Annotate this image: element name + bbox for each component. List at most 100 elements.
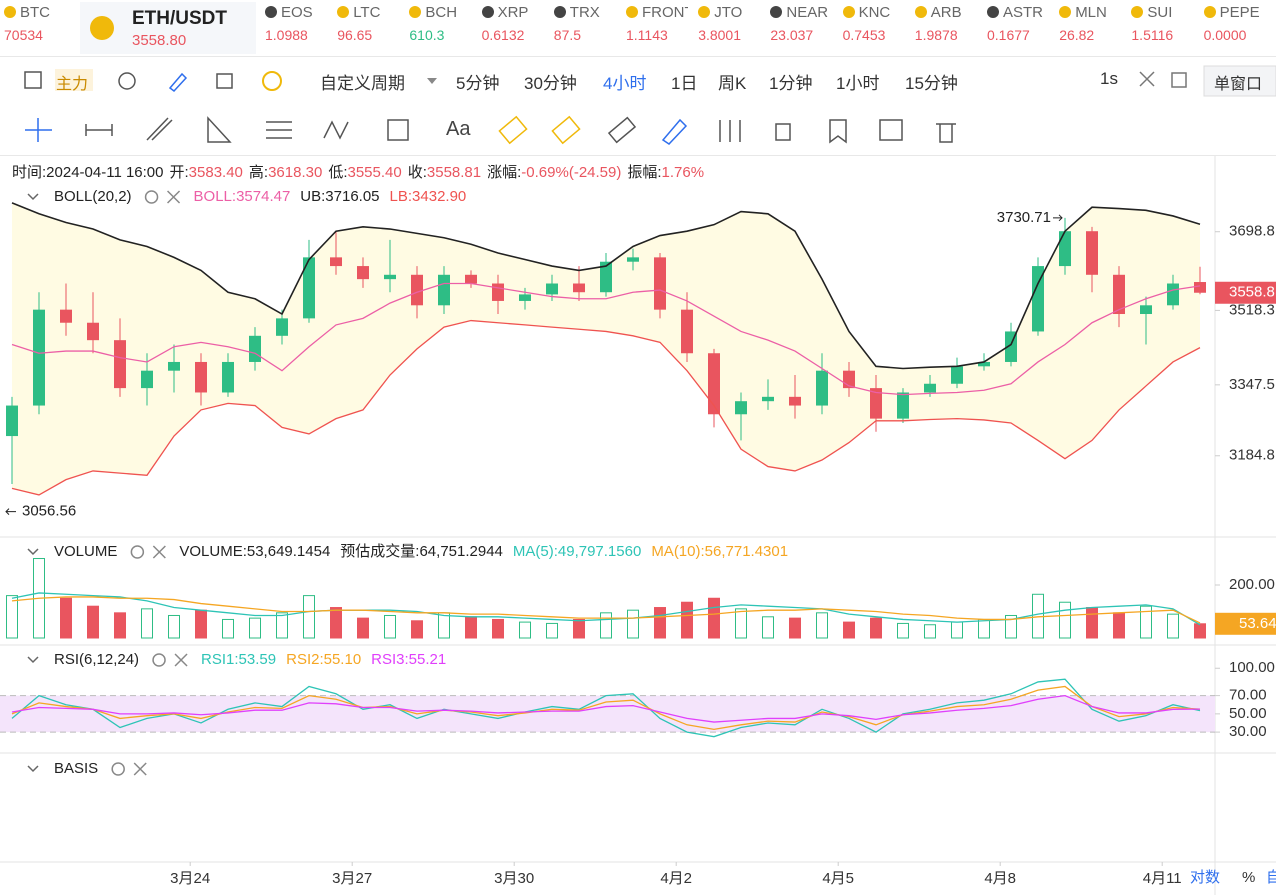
candle-body	[1113, 274, 1125, 315]
volume-bar	[465, 616, 477, 639]
candle-body	[519, 294, 531, 301]
window-mode[interactable]: 单窗口	[1214, 76, 1263, 93]
ticker-item[interactable]: LTC 96.65	[337, 4, 399, 43]
rsi-line	[11, 685, 1201, 731]
volume-bar	[816, 612, 828, 639]
legend-entry: MA(5):49,797.1560	[513, 543, 641, 560]
ticker-price: 1.1143	[626, 27, 668, 43]
ticker-symbol: SUI	[1131, 4, 1193, 21]
ticker-item[interactable]: XRP 0.6132	[481, 4, 544, 43]
volume-bar	[870, 617, 882, 639]
ticker-symbol: PEPE	[1203, 4, 1266, 21]
ticker-price: 26.82	[1059, 27, 1095, 43]
volume-bar	[978, 618, 990, 639]
ticker-symbol: ASTR	[987, 4, 1049, 21]
boll-band	[12, 202, 1200, 495]
ticker-item[interactable]: BCH 610.3	[409, 4, 471, 43]
volume-bar	[60, 597, 72, 639]
period-option[interactable]: 1分钟	[769, 74, 813, 93]
ticker-item[interactable]: ASTR 0.1677	[987, 4, 1049, 43]
x-tick-label: 4月8	[984, 870, 1016, 887]
ticker-item[interactable]: FRONT 1.1143	[626, 4, 688, 43]
ticker-symbol: LTC	[337, 4, 399, 21]
text-tool[interactable]: Aa	[446, 118, 471, 140]
volume-bar	[1059, 601, 1071, 639]
period-option[interactable]: 1日	[671, 74, 698, 93]
ticker-price: 1.5116	[1131, 27, 1174, 43]
period-option[interactable]: 周K	[718, 74, 747, 93]
scale-percent[interactable]: %	[1242, 869, 1255, 886]
scale-log[interactable]: 对数	[1190, 869, 1220, 886]
ticker-price: 0.7453	[842, 27, 886, 43]
y-tick-label: 50.00	[1229, 705, 1267, 722]
volume-bar	[141, 608, 153, 639]
candle-body	[465, 274, 477, 284]
legend-entry: BOLL:3574.47	[194, 188, 291, 205]
custom-period[interactable]: 自定义周期	[320, 74, 405, 93]
info-label: 低:	[328, 164, 348, 181]
volume-bar	[1113, 612, 1125, 639]
active-pair[interactable]: ETH/USDT 3558.80	[80, 2, 256, 54]
y-tick-label: 3347.5	[1229, 376, 1275, 393]
candle-body	[924, 383, 936, 393]
candle-body	[1032, 266, 1044, 332]
legend-entry: MA(10):56,771.4301	[651, 543, 788, 560]
ticker-item[interactable]: MLN 26.82	[1059, 4, 1121, 43]
legend-entry: VOLUME:53,649.1454	[179, 543, 330, 560]
candle-body	[708, 353, 720, 415]
volume-bar	[735, 608, 747, 639]
price-tag-label: 3558.81	[1229, 284, 1276, 301]
ticker-item[interactable]: PEPE 0.0000	[1203, 4, 1266, 43]
refresh-rate[interactable]: 1s	[1100, 69, 1118, 88]
high-annotation: 3730.71	[997, 209, 1051, 226]
ticker-symbol: XRP	[481, 4, 544, 21]
ticker-icon	[1203, 6, 1216, 18]
period-option[interactable]: 30分钟	[524, 74, 577, 93]
ticker-icon	[842, 6, 855, 18]
candle-body	[897, 392, 909, 419]
ticker-icon	[1059, 6, 1072, 18]
rsi-line	[11, 678, 1201, 738]
pair-price: 3558.80	[132, 32, 187, 49]
info-value: -0.69%(-24.59)	[521, 164, 622, 181]
ticker-item[interactable]: SUI 1.5116	[1131, 4, 1193, 43]
period-option[interactable]: 15分钟	[905, 74, 958, 93]
volume-bar	[492, 618, 504, 639]
settings-icon	[144, 190, 159, 204]
candle-body	[411, 274, 423, 306]
ticker-item[interactable]: KNC 0.7453	[842, 4, 905, 43]
candle-body	[1140, 305, 1152, 315]
ticker-item[interactable]: JTO 3.8001	[698, 4, 760, 43]
ticker-item[interactable]: BTC 70534	[4, 4, 66, 43]
legend-entry: UB:3716.05	[300, 188, 379, 205]
candle-body	[951, 366, 963, 384]
volume-bar	[168, 614, 180, 639]
volume-bar	[303, 595, 315, 639]
volume-bar	[789, 617, 801, 639]
close-icon	[133, 762, 147, 776]
ticker-item[interactable]: NEAR 23.037	[770, 4, 832, 43]
ticker-item[interactable]: EOS 1.0988	[265, 4, 327, 43]
collapse-arrow	[27, 193, 39, 201]
pane-name: BASIS	[54, 760, 98, 777]
ticker-symbol: ARB	[914, 4, 977, 21]
ticker-item[interactable]: ARB 1.9878	[914, 4, 977, 43]
candle-body	[1059, 231, 1071, 267]
scale-auto[interactable]: 自	[1266, 869, 1276, 886]
period-option[interactable]: 1小时	[836, 74, 880, 93]
collapse-arrow	[27, 548, 39, 556]
ticker-item[interactable]: TRX 87.5	[553, 4, 616, 43]
period-option[interactable]: 4小时	[603, 74, 647, 93]
period-option[interactable]: 5分钟	[456, 74, 500, 93]
x-tick-label: 4月5	[822, 870, 854, 887]
y-tick-label: 3518.3	[1229, 301, 1275, 318]
ticker-name: LTC	[353, 4, 381, 21]
candle-body	[438, 274, 450, 306]
volume-bar	[114, 612, 126, 639]
ticker-price: 96.65	[337, 27, 373, 43]
y-tick-label: 30.00	[1229, 723, 1267, 740]
main-indicator[interactable]: 主力	[56, 76, 89, 93]
annotation-arrow	[1053, 214, 1063, 222]
ticker-name: PEPE	[1219, 4, 1260, 21]
